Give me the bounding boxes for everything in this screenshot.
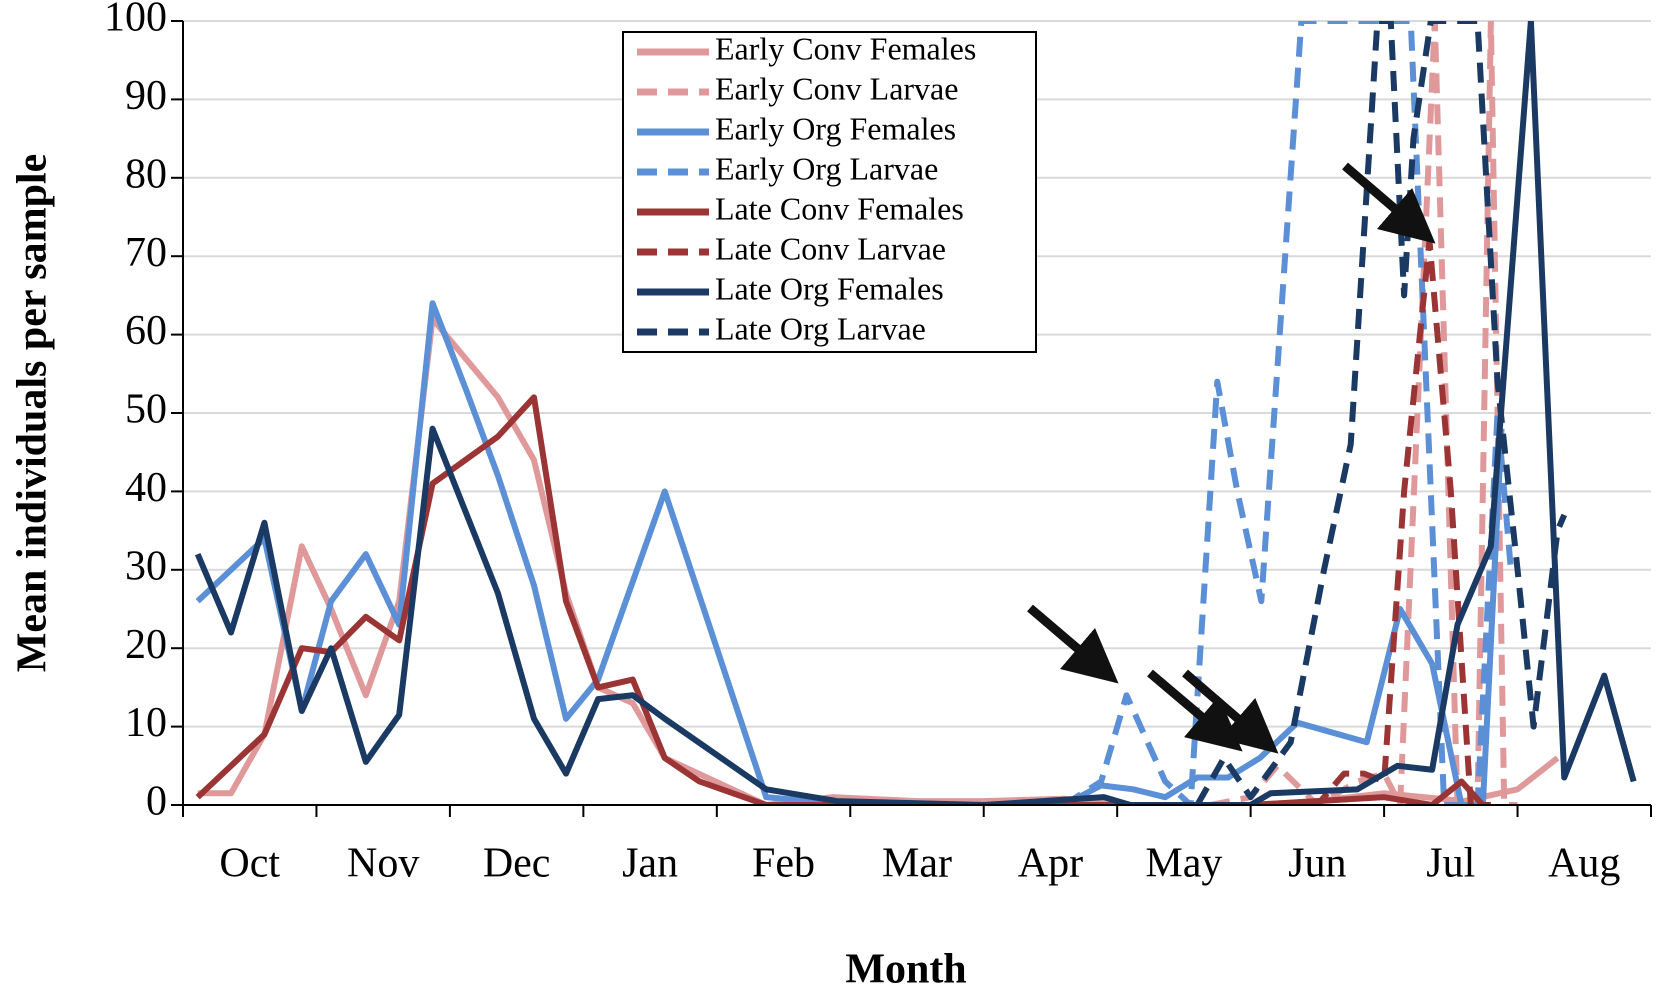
arrow: [1027, 604, 1119, 684]
y-tick-label: 40: [125, 465, 167, 511]
x-tick-label: Mar: [882, 841, 952, 887]
x-tick-label: Jan: [622, 841, 678, 887]
series-line: [194, 21, 1637, 805]
axes: 0 10 20 30 40 50 60 70 80 90 100 Oct Nov Dec Jan Feb Mar…: [104, 0, 1652, 887]
y-axis-title: Mean individuals per sample: [10, 154, 56, 672]
y-tick-label: 20: [125, 622, 167, 668]
legend-label: Early Conv Larvae: [715, 70, 958, 106]
series-line: [1194, 21, 1568, 805]
x-tick-label: Feb: [752, 841, 815, 887]
legend-label: Early Org Females: [715, 110, 956, 146]
y-tick-label: 60: [125, 308, 167, 354]
series-line: [1250, 237, 1491, 805]
plot-lines: [194, 21, 1637, 805]
y-tick-label: 90: [125, 73, 167, 119]
x-tick-label: Jul: [1426, 841, 1475, 887]
legend-label: Late Org Larvae: [715, 310, 926, 346]
x-tick-label: Jun: [1288, 841, 1346, 887]
legend-label: Late Conv Larvae: [715, 230, 946, 266]
y-tick-label: 80: [125, 151, 167, 197]
y-tick-label: 100: [104, 0, 167, 41]
annotation-arrows: [1027, 162, 1436, 754]
series-line: [197, 315, 1560, 805]
legend-box: [622, 31, 1037, 353]
y-tick-label: 70: [125, 230, 167, 276]
x-tick-label: Oct: [219, 841, 280, 887]
series-line: [195, 300, 1505, 805]
x-tick-label: May: [1145, 841, 1222, 887]
x-tick-label: Dec: [483, 841, 551, 887]
y-tick-label: 30: [125, 543, 167, 589]
legend: Early Conv Females Early Conv Larvae Early…: [622, 30, 1037, 353]
arrow: [1342, 162, 1436, 244]
y-tick-label: 0: [146, 779, 167, 825]
series-line: [1062, 21, 1514, 805]
y-tick-label: 50: [125, 387, 167, 433]
x-tick-label: Aug: [1548, 841, 1620, 887]
legend-label: Early Conv Females: [715, 30, 976, 66]
y-tick-label: 10: [125, 700, 167, 746]
legend-label: Late Conv Females: [715, 190, 964, 226]
x-tick-label: Apr: [1018, 841, 1083, 887]
x-tick-label: Nov: [347, 841, 419, 887]
arrow: [1182, 669, 1279, 754]
arrow: [1147, 669, 1243, 752]
legend-label: Early Org Larvae: [715, 150, 938, 186]
x-axis-title: Month: [845, 947, 966, 993]
legend-label: Late Org Females: [715, 270, 944, 306]
